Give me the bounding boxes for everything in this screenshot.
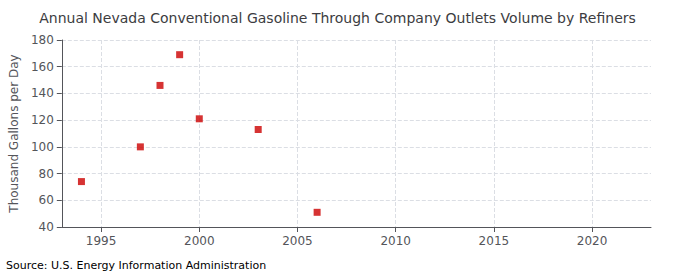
svg-text:Source: U.S. Energy Informatio: Source: U.S. Energy Information Administ… — [6, 259, 266, 272]
svg-text:2015: 2015 — [479, 234, 510, 248]
svg-text:2000: 2000 — [184, 234, 215, 248]
svg-text:40: 40 — [39, 220, 54, 234]
svg-text:2020: 2020 — [577, 234, 608, 248]
svg-text:2010: 2010 — [380, 234, 411, 248]
svg-text:2005: 2005 — [282, 234, 313, 248]
svg-text:Thousand Gallons per Day: Thousand Gallons per Day — [7, 54, 21, 213]
svg-text:100: 100 — [31, 140, 54, 154]
svg-text:140: 140 — [31, 86, 54, 100]
svg-text:60: 60 — [39, 193, 54, 207]
svg-text:180: 180 — [31, 33, 54, 47]
svg-text:Annual Nevada Conventional Gas: Annual Nevada Conventional Gasoline Thro… — [39, 10, 636, 26]
svg-text:1995: 1995 — [86, 234, 117, 248]
svg-text:160: 160 — [31, 60, 54, 74]
svg-text:80: 80 — [39, 167, 54, 181]
svg-text:120: 120 — [31, 113, 54, 127]
